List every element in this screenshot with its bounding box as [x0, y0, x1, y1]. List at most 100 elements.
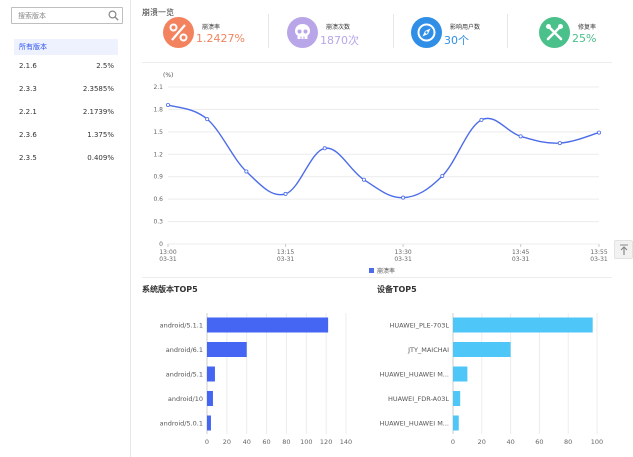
y-tick-label: 0 [159, 241, 163, 248]
category-label: android/5.1.1 [160, 322, 203, 330]
data-point [596, 130, 601, 135]
version-label: 2.1.6 [19, 62, 37, 70]
bar [453, 342, 511, 357]
skull-icon [295, 24, 310, 39]
x-tick-label: 20 [223, 438, 231, 446]
version-list: 所有版本 2.1.6 2.5% 2.3.3 2.3585% 2.2.1 2.17… [14, 39, 118, 173]
x-tick-date: 03-31 [277, 256, 295, 263]
version-item[interactable]: 2.3.6 1.375% [14, 127, 118, 143]
version-item-all[interactable]: 所有版本 [14, 39, 118, 55]
category-label: android/6.1 [166, 346, 203, 354]
x-tick-label: 0 [451, 438, 455, 446]
bar [207, 342, 247, 357]
version-crash-rate: 2.3585% [82, 85, 114, 93]
version-crash-rate: 2.5% [96, 62, 114, 70]
legend-label: 崩溃率 [377, 267, 395, 275]
y-axis-unit: (%) [163, 72, 173, 79]
category-label: HUAWEI_HUAWEI M... [380, 371, 450, 379]
version-item[interactable]: 2.3.3 2.3585% [14, 81, 118, 97]
percent-icon [169, 23, 188, 42]
stat-icon-circle [539, 17, 570, 48]
category-label: HUAWEI_PLE-703L [390, 322, 450, 330]
data-point [283, 191, 288, 196]
x-tick-label: 140 [340, 438, 352, 446]
x-tick-label: 100 [591, 438, 603, 446]
x-tick-date: 03-31 [512, 256, 530, 263]
y-tick-label: 1.5 [153, 129, 163, 136]
version-label: 2.2.1 [19, 108, 37, 116]
version-label: 2.3.3 [19, 85, 37, 93]
data-point [479, 117, 484, 122]
data-point [518, 134, 523, 139]
data-point [401, 195, 406, 200]
legend-swatch [369, 268, 374, 273]
x-tick-time: 13:55 [590, 249, 607, 256]
data-point [166, 102, 171, 107]
category-label: android/5.1 [166, 371, 203, 379]
version-label: 2.3.6 [19, 131, 37, 139]
stat-value: 30个 [444, 34, 469, 47]
version-item[interactable]: 2.1.6 2.5% [14, 58, 118, 74]
category-label: HUAWEI_HUAWEI M... [380, 420, 450, 428]
bar [453, 391, 461, 406]
x-tick-label: 40 [506, 438, 514, 446]
x-tick-label: 0 [205, 438, 209, 446]
stat-icon-circle [411, 17, 442, 48]
crash-rate-line-chart: (%)00.30.60.91.21.51.82.113:0003-3113:15… [153, 72, 608, 275]
stat-label: 崩溃率 [202, 24, 221, 31]
x-tick-label: 100 [300, 438, 312, 446]
x-tick-date: 03-31 [394, 256, 412, 263]
stat-icon-circle [163, 17, 194, 48]
y-tick-label: 0.9 [153, 174, 163, 181]
version-search-box[interactable] [11, 7, 123, 24]
y-tick-label: 1.8 [153, 106, 163, 113]
stat-divider [268, 14, 269, 48]
version-sidebar: 所有版本 2.1.6 2.5% 2.3.3 2.3585% 2.2.1 2.17… [0, 0, 131, 457]
tools-icon [546, 24, 563, 41]
stat-label: 修复率 [578, 24, 597, 31]
x-tick-label: 40 [243, 438, 251, 446]
section-divider [142, 277, 612, 278]
x-tick-date: 03-31 [159, 256, 177, 263]
stat-value: 25% [572, 32, 597, 45]
data-point [322, 146, 327, 151]
overview-title: 崩溃一览 [142, 8, 174, 17]
version-item[interactable]: 2.3.5 0.409% [14, 150, 118, 166]
version-search-input[interactable] [12, 8, 110, 23]
y-tick-label: 2.1 [153, 84, 163, 91]
device-bar-chart: 0 20 40 60 80 100 HUAWEI_PLE-703L JTY_MAICHAI HU… [380, 313, 603, 446]
version-label: 所有版本 [19, 43, 47, 51]
stat-icon-circle [287, 17, 318, 48]
x-tick-label: 80 [282, 438, 290, 446]
data-point [244, 169, 249, 174]
os-version-bar-chart: 0 20 40 60 80 100 120 140 android/5.1.1 android/6… [160, 313, 352, 446]
version-crash-rate: 0.409% [87, 154, 114, 162]
y-tick-label: 1.2 [153, 151, 163, 158]
x-tick-date: 03-31 [590, 256, 608, 263]
x-tick-time: 13:15 [277, 249, 294, 256]
category-label: JTY_MAICHAI [407, 346, 449, 354]
crash-overview-panel: 崩溃一览 崩溃率 1.2427% 崩溃次数 1870次 [131, 0, 633, 457]
data-point [361, 177, 366, 182]
x-tick-label: 80 [564, 438, 572, 446]
stat-label: 影响用户数 [450, 24, 481, 31]
x-tick-time: 13:00 [159, 249, 176, 256]
bar [453, 415, 459, 431]
search-icon[interactable] [108, 10, 119, 21]
version-item[interactable]: 2.2.1 2.1739% [14, 104, 118, 120]
y-tick-label: 0.3 [153, 219, 163, 226]
bar [453, 317, 593, 333]
x-tick-time: 13:45 [512, 249, 529, 256]
stat-value: 1870次 [320, 34, 359, 47]
x-tick-label: 120 [320, 438, 332, 446]
bar [453, 366, 468, 382]
data-point [440, 173, 445, 178]
category-label: android/10 [168, 395, 203, 403]
bar [207, 317, 329, 333]
version-label: 2.3.5 [19, 154, 37, 162]
category-label: HUAWEI_FDR-A03L [388, 395, 449, 403]
back-to-top-button[interactable] [614, 240, 633, 259]
stat-divider [393, 14, 394, 48]
stat-label: 崩溃次数 [326, 24, 351, 31]
x-tick-label: 60 [535, 438, 543, 446]
